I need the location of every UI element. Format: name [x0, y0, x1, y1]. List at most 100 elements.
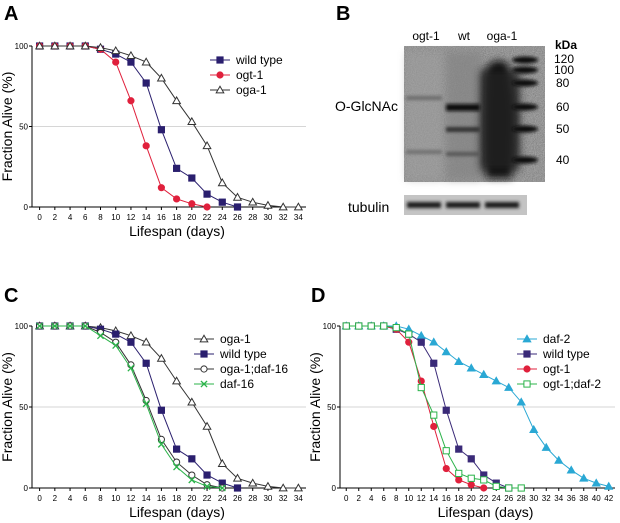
x-tick-label-0: 0	[344, 494, 349, 503]
band-wt-60kda	[446, 104, 480, 111]
data-point-ogt-1-daf-2	[367, 322, 375, 330]
data-point-oga-1	[171, 95, 182, 105]
x-tick-label-2: 2	[53, 213, 58, 222]
data-point-daf-16	[96, 332, 105, 340]
data-point-ogt-1	[127, 97, 135, 105]
data-point-oga-1	[248, 478, 258, 487]
data-point-daf-16	[218, 484, 226, 492]
data-point-oga-1	[156, 73, 167, 82]
data-point-wild-type	[142, 79, 150, 87]
data-point-wild-type	[218, 198, 226, 206]
legend-marker-ogt-1-daf-2	[523, 380, 531, 388]
data-point-oga-1	[126, 50, 136, 60]
legend-label-ogt-1: ogt-1	[543, 362, 571, 376]
x-axis-title: Lifespan (days)	[129, 223, 225, 239]
x-tick-label-24: 24	[218, 494, 227, 503]
x-tick-label-0: 0	[37, 494, 42, 503]
x-tick-label-26: 26	[233, 213, 242, 222]
data-point-oga-1	[34, 41, 45, 50]
x-tick-label-8: 8	[394, 494, 399, 503]
data-point-wild-type	[417, 338, 425, 346]
data-point-wild-type	[157, 126, 165, 134]
x-tick-label-26: 26	[233, 494, 242, 503]
data-point-ogt-1	[157, 184, 165, 192]
x-tick-label-24: 24	[492, 494, 501, 503]
legend-label-oga-1: oga-1	[220, 332, 251, 346]
x-tick-label-6: 6	[83, 494, 88, 503]
data-point-ogt-1	[173, 195, 181, 203]
data-point-oga-1	[187, 397, 197, 406]
band-ogt-1-upper	[406, 96, 442, 100]
data-point-daf-2	[416, 330, 426, 340]
x-tick-label-34: 34	[554, 494, 563, 503]
lane-smear-wt	[446, 52, 482, 180]
legend-label-daf-2: daf-2	[543, 332, 571, 346]
data-point-daf-16	[66, 322, 74, 330]
x-tick-label-28: 28	[248, 213, 257, 222]
data-point-ogt-1-daf-2	[417, 383, 425, 392]
legend-marker-wild-type	[216, 56, 224, 64]
y-tick-label-0: 0	[24, 203, 29, 212]
x-axis-title: Lifespan (days)	[129, 504, 225, 520]
ladder-band-3	[512, 103, 538, 111]
data-point-wild-type	[127, 58, 135, 66]
legend-marker-oga-1-daf-16	[200, 365, 208, 373]
x-tick-label-14: 14	[429, 494, 438, 503]
data-point-wild-type	[112, 330, 120, 338]
data-point-ogt-1-daf-2	[492, 482, 500, 490]
x-tick-label-32: 32	[279, 494, 288, 503]
data-point-oga-1-daf-16	[188, 471, 196, 479]
data-point-ogt-1	[442, 464, 450, 473]
data-point-wild-type	[173, 445, 181, 453]
data-point-wild-type	[142, 359, 150, 367]
data-point-ogt-1-daf-2	[342, 322, 350, 330]
data-point-daf-2	[504, 382, 514, 391]
x-tick-label-42: 42	[604, 494, 613, 503]
x-tick-label-32: 32	[542, 494, 551, 503]
blot-label-tubulin: tubulin	[348, 199, 389, 215]
data-point-daf-16	[157, 440, 165, 448]
data-point-daf-2	[541, 442, 551, 451]
panel-letter-d: D	[311, 285, 325, 307]
y-tick-label-100: 100	[15, 322, 29, 331]
data-point-oga-1	[263, 200, 273, 209]
data-point-ogt-1-daf-2	[405, 330, 413, 338]
y-tick-label-50: 50	[19, 403, 28, 412]
lane-smear-oga-1-core	[480, 70, 520, 170]
data-point-wild-type	[157, 406, 165, 414]
data-point-oga-1	[156, 353, 167, 362]
series-line-daf-2	[346, 325, 609, 487]
legend-marker-oga-1	[199, 334, 209, 343]
data-point-daf-2	[604, 481, 614, 490]
x-tick-label-18: 18	[172, 213, 181, 222]
marker-60: 60	[556, 100, 570, 114]
x-tick-label-16: 16	[157, 213, 166, 222]
data-point-daf-16	[51, 322, 59, 330]
x-tick-label-4: 4	[68, 213, 73, 222]
x-tick-label-12: 12	[417, 494, 426, 503]
y-axis-title: Fraction Alive (%)	[0, 352, 15, 462]
x-tick-label-20: 20	[467, 494, 476, 503]
data-point-daf-2	[429, 337, 439, 346]
x-tick-label-36: 36	[567, 494, 576, 503]
data-point-ogt-1	[203, 203, 211, 211]
x-tick-label-24: 24	[218, 213, 227, 222]
data-point-wild-type	[442, 406, 450, 414]
x-tick-label-28: 28	[517, 494, 526, 503]
data-point-oga-1	[95, 42, 106, 51]
x-tick-label-6: 6	[382, 494, 387, 503]
data-point-daf-16	[203, 482, 211, 490]
data-point-daf-16	[36, 322, 44, 330]
legend-label-oga-1: oga-1	[236, 83, 267, 97]
data-point-oga-1	[65, 41, 75, 50]
band-wt-50kda	[446, 127, 480, 132]
data-point-ogt-1-daf-2	[380, 322, 388, 330]
data-point-oga-1	[232, 473, 243, 482]
data-point-daf-16	[173, 463, 181, 471]
data-point-daf-16	[81, 322, 89, 330]
data-point-oga-1	[293, 483, 304, 492]
data-point-wild-type	[233, 203, 242, 211]
x-tick-label-4: 4	[68, 494, 73, 503]
